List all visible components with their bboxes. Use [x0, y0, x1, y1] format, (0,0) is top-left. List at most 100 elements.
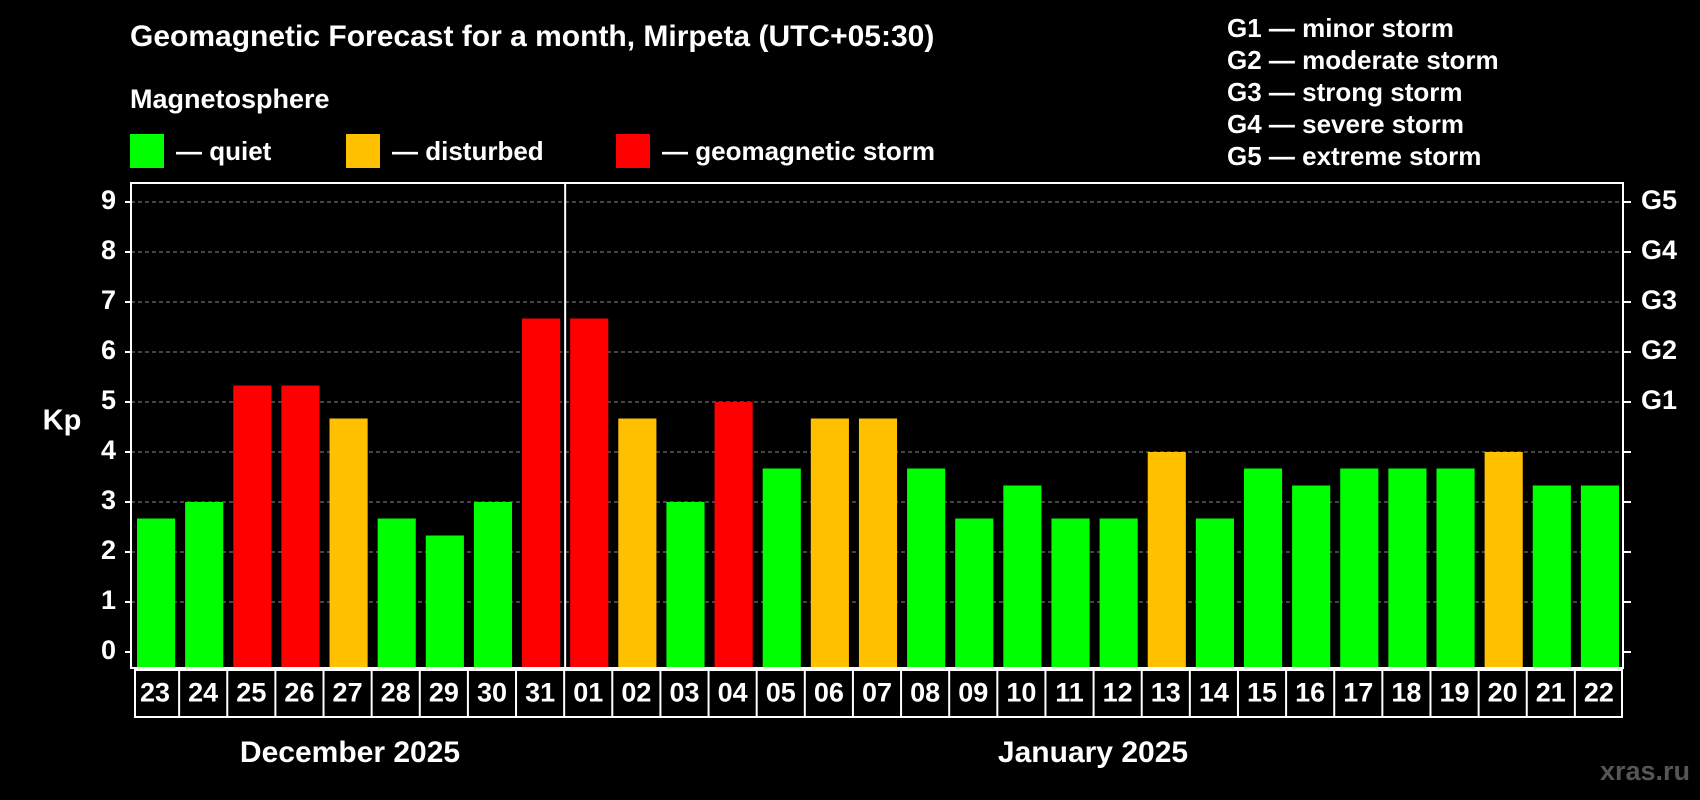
date-label-24: 24 [188, 678, 218, 708]
bar-07 [858, 418, 898, 667]
bar-12 [1099, 518, 1138, 667]
date-label-22: 22 [1584, 678, 1614, 708]
g-axis-label-g5: G5 [1641, 185, 1677, 215]
bar-05 [762, 468, 801, 667]
date-label-27: 27 [333, 678, 363, 708]
bar-28 [377, 518, 416, 667]
date-label-21: 21 [1536, 678, 1566, 708]
bar-11 [1051, 518, 1090, 667]
date-label-14: 14 [1199, 678, 1229, 708]
date-axis-frame [134, 669, 1623, 718]
bar-24 [185, 502, 224, 667]
legend-swatch-storm [616, 134, 650, 168]
date-label-18: 18 [1391, 678, 1421, 708]
date-label-23: 23 [140, 678, 170, 708]
g-axis-label-g1: G1 [1641, 385, 1677, 415]
bar-03 [666, 502, 705, 667]
y-tick-label-0: 0 [101, 635, 116, 665]
date-label-26: 26 [284, 678, 314, 708]
bar-01 [570, 318, 609, 667]
bar-06 [810, 418, 849, 667]
month-label-january: January 2025 [997, 736, 1189, 769]
legend-item-disturbed: — disturbed [346, 134, 544, 168]
date-label-06: 06 [814, 678, 844, 708]
y-tick-label-7: 7 [101, 285, 116, 315]
legend-label-disturbed: — disturbed [392, 135, 544, 166]
legend-item-quiet: — quiet [130, 134, 271, 168]
y-tick-label-3: 3 [101, 485, 116, 515]
g-legend-g5: G5 — extreme storm [1227, 141, 1482, 171]
y-tick-label-4: 4 [101, 435, 116, 465]
date-label-08: 08 [910, 678, 940, 708]
bar-23 [137, 518, 176, 667]
date-label-07: 07 [862, 678, 892, 708]
bar-15 [1243, 468, 1283, 667]
y-tick-label-8: 8 [101, 235, 116, 265]
date-label-17: 17 [1343, 678, 1373, 708]
bar-17 [1340, 468, 1379, 667]
bar-25 [233, 385, 272, 667]
plot-frame [130, 182, 1624, 669]
bar-13 [1147, 452, 1186, 667]
bar-31 [522, 318, 561, 667]
y-tick-label-1: 1 [101, 585, 116, 615]
g-axis-label-g4: G4 [1641, 235, 1677, 265]
g-axis-label-g2: G2 [1641, 335, 1677, 365]
bar-30 [473, 502, 513, 667]
date-label-03: 03 [669, 678, 699, 708]
y-tick-label-6: 6 [101, 335, 116, 365]
bar-19 [1436, 468, 1475, 667]
bar-27 [329, 418, 368, 667]
legend-label-quiet: — quiet [176, 135, 272, 166]
bar-02 [618, 418, 657, 667]
date-label-19: 19 [1440, 678, 1470, 708]
y-tick-label-9: 9 [101, 185, 116, 215]
date-label-28: 28 [381, 678, 411, 708]
legend-swatch-quiet [130, 134, 164, 168]
legend-label-storm: — geomagnetic storm [662, 135, 936, 166]
watermark: xras.ru [1599, 756, 1690, 786]
month-label-december: December 2025 [239, 736, 461, 769]
bar-09 [955, 518, 994, 667]
date-label-09: 09 [958, 678, 988, 708]
bar-18 [1388, 468, 1427, 667]
date-label-11: 11 [1055, 678, 1084, 708]
date-label-30: 30 [477, 678, 507, 708]
bar-10 [1003, 485, 1042, 667]
g-legend-g2: G2 — moderate storm [1227, 45, 1499, 75]
bar-14 [1195, 518, 1234, 667]
date-label-01: 01 [573, 678, 603, 708]
legend-swatch-disturbed [346, 134, 380, 168]
y-tick-label-5: 5 [101, 385, 116, 415]
bar-20 [1484, 452, 1523, 667]
bar-04 [714, 402, 753, 667]
date-label-10: 10 [1006, 678, 1036, 708]
g-legend-g3: G3 — strong storm [1227, 77, 1463, 107]
legend-item-storm: — geomagnetic storm [616, 134, 935, 168]
date-label-05: 05 [766, 678, 796, 708]
date-label-31: 31 [525, 678, 555, 708]
bar-26 [281, 385, 320, 667]
bar-21 [1532, 485, 1571, 667]
date-label-12: 12 [1103, 678, 1133, 708]
g-legend-g1: G1 — minor storm [1227, 13, 1454, 43]
chart-title: Geomagnetic Forecast for a month, Mirpet… [130, 20, 935, 53]
bar-29 [425, 535, 464, 667]
date-label-04: 04 [718, 678, 748, 708]
date-label-16: 16 [1295, 678, 1325, 708]
date-label-20: 20 [1488, 678, 1518, 708]
date-label-13: 13 [1151, 678, 1181, 708]
legend-subtitle: Magnetosphere [130, 84, 330, 114]
date-label-15: 15 [1247, 678, 1277, 708]
y-tick-label-2: 2 [101, 535, 116, 565]
g-legend-g4: G4 — severe storm [1227, 109, 1465, 139]
bar-16 [1292, 485, 1331, 667]
date-label-25: 25 [236, 678, 266, 708]
bar-08 [907, 468, 946, 667]
date-label-29: 29 [429, 678, 459, 708]
y-axis-title: Kp [43, 405, 82, 437]
bar-22 [1580, 485, 1619, 667]
g-scale-legend: G1 — minor storm G2 — moderate storm G3 … [1227, 12, 1499, 172]
date-label-02: 02 [621, 678, 651, 708]
